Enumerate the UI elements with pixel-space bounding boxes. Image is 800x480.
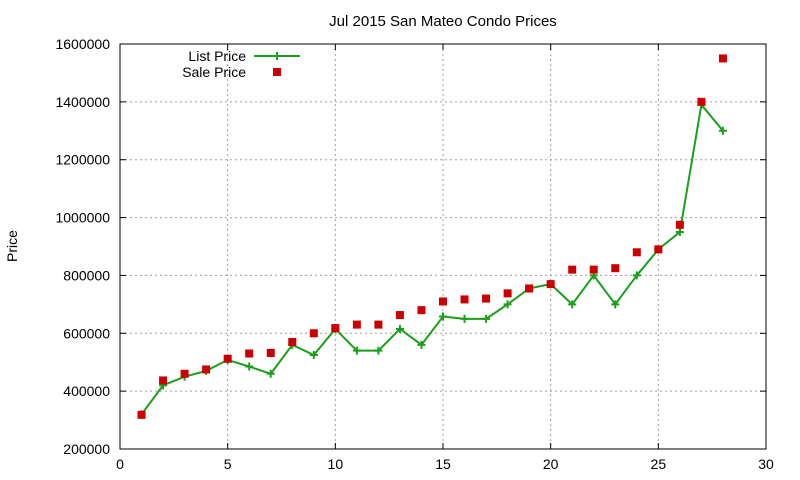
sale-price-point bbox=[482, 294, 491, 303]
sale-price-point bbox=[202, 365, 211, 374]
sale-price-point bbox=[159, 376, 168, 385]
sale-price-point bbox=[245, 349, 254, 358]
list-price-point bbox=[460, 314, 469, 323]
sale-price-point bbox=[654, 245, 663, 254]
x-tick-label: 15 bbox=[435, 456, 451, 472]
legend-swatch-marker bbox=[273, 52, 281, 60]
y-tick-label: 1600000 bbox=[55, 36, 110, 52]
list-price-point bbox=[482, 314, 491, 323]
sale-price-point bbox=[223, 354, 232, 363]
sale-price-point bbox=[266, 348, 275, 357]
legend-swatch-marker bbox=[273, 68, 281, 76]
sale-price-point bbox=[417, 306, 426, 315]
sale-price-point bbox=[632, 248, 641, 257]
axes: 0 5 10 15 20 25 30 200000 400000 600000 800000 1000… bbox=[55, 36, 774, 472]
series-layer bbox=[137, 54, 727, 419]
list-price-point bbox=[611, 300, 620, 309]
chart-title: Jul 2015 San Mateo Condo Prices bbox=[329, 13, 557, 30]
y-tick-label: 1200000 bbox=[55, 152, 110, 168]
x-tick-label: 5 bbox=[224, 456, 232, 472]
list-price-point bbox=[266, 369, 275, 378]
sale-price-point bbox=[589, 265, 598, 274]
sale-price-point bbox=[331, 324, 340, 333]
y-tick-label: 400000 bbox=[63, 383, 110, 399]
x-tick-label: 20 bbox=[543, 456, 559, 472]
sale-price-point bbox=[611, 264, 620, 273]
list-price-point bbox=[374, 346, 383, 355]
list-price-point bbox=[352, 346, 361, 355]
sale-price-point bbox=[697, 97, 706, 106]
sale-price-point bbox=[503, 289, 512, 298]
sale-price-point bbox=[568, 265, 577, 274]
sale-price-point bbox=[180, 369, 189, 378]
x-tick-label: 10 bbox=[328, 456, 344, 472]
list-price-point bbox=[568, 300, 577, 309]
sale-price-point bbox=[439, 297, 447, 306]
sale-price-point bbox=[374, 320, 383, 329]
sale-price-point bbox=[309, 329, 318, 338]
grid bbox=[120, 44, 766, 449]
sale-price-point bbox=[675, 220, 684, 229]
legend-label: Sale Price bbox=[182, 64, 246, 80]
x-tick-label: 25 bbox=[651, 456, 667, 472]
sale-price-point bbox=[395, 311, 404, 320]
y-axis-label: Price bbox=[4, 230, 20, 262]
sale-price-point bbox=[718, 54, 727, 63]
y-tick-label: 200000 bbox=[63, 441, 110, 457]
sale-price-point bbox=[546, 280, 555, 289]
legend-label: List Price bbox=[188, 48, 246, 64]
list-price-point bbox=[439, 312, 447, 321]
sale-price-point bbox=[525, 284, 534, 293]
sale-price-point bbox=[137, 410, 146, 419]
y-tick-label: 1400000 bbox=[55, 94, 110, 110]
y-tick-label: 800000 bbox=[63, 267, 110, 283]
list-price-point bbox=[417, 340, 426, 349]
sale-price-point bbox=[352, 320, 361, 329]
x-tick-label: 0 bbox=[116, 456, 124, 472]
sale-price-point bbox=[288, 337, 297, 346]
y-tick-label: 1000000 bbox=[55, 210, 110, 226]
list-price-point bbox=[245, 362, 254, 371]
x-tick-label: 30 bbox=[758, 456, 774, 472]
sale-price-point bbox=[460, 295, 469, 304]
list-price-point bbox=[718, 126, 727, 135]
list-price-line bbox=[140, 102, 724, 415]
list-price-point bbox=[395, 324, 404, 333]
list-price-point bbox=[632, 271, 641, 280]
y-tick-label: 600000 bbox=[63, 325, 110, 341]
list-price-point bbox=[675, 228, 684, 237]
list-price-point bbox=[309, 350, 318, 359]
list-price-point bbox=[503, 300, 512, 309]
